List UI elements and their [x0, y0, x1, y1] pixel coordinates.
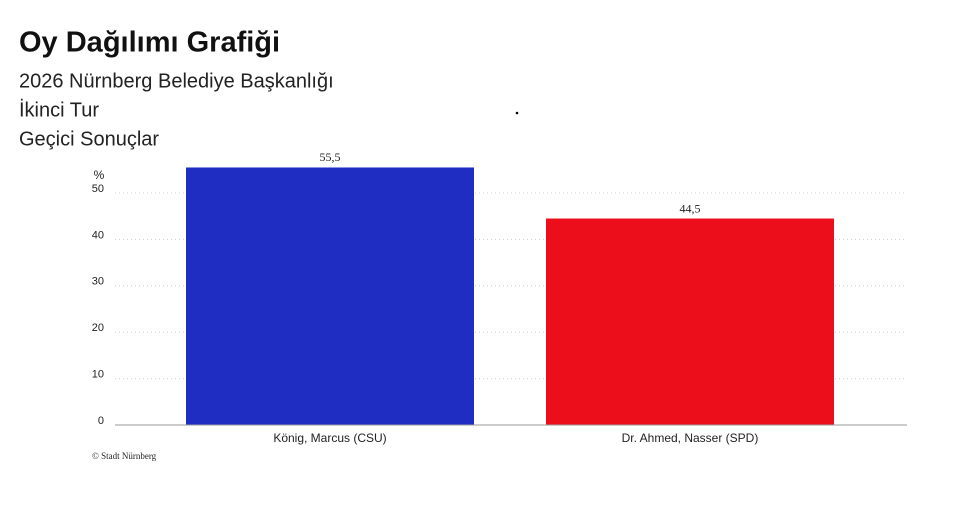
y-tick-label: 10	[92, 369, 104, 381]
value-label: 44,5	[680, 201, 701, 215]
value-label: 55,5	[320, 150, 341, 164]
chart-title: Oy Dağılımı Grafiği	[19, 27, 280, 59]
x-tick-label: König, Marcus (CSU)	[273, 431, 386, 445]
dot	[515, 111, 519, 115]
y-axis-label: %	[94, 168, 105, 182]
source: © Stadt Nürnberg	[92, 451, 157, 461]
x-tick-label: Dr. Ahmed, Nasser (SPD)	[622, 431, 759, 445]
bar	[546, 218, 834, 425]
y-tick-label: 40	[92, 229, 104, 241]
subtitle: İkinci Tur	[19, 98, 99, 121]
y-tick-label: 50	[92, 183, 104, 195]
bar	[186, 167, 474, 426]
subtitle: Geçici Sonuçlar	[19, 128, 159, 150]
y-tick-label: 30	[92, 276, 104, 288]
subtitle: 2026 Nürnberg Belediye Başkanlığı	[19, 70, 334, 92]
y-tick-label: 0	[98, 415, 104, 427]
y-tick-label: 20	[92, 322, 104, 334]
